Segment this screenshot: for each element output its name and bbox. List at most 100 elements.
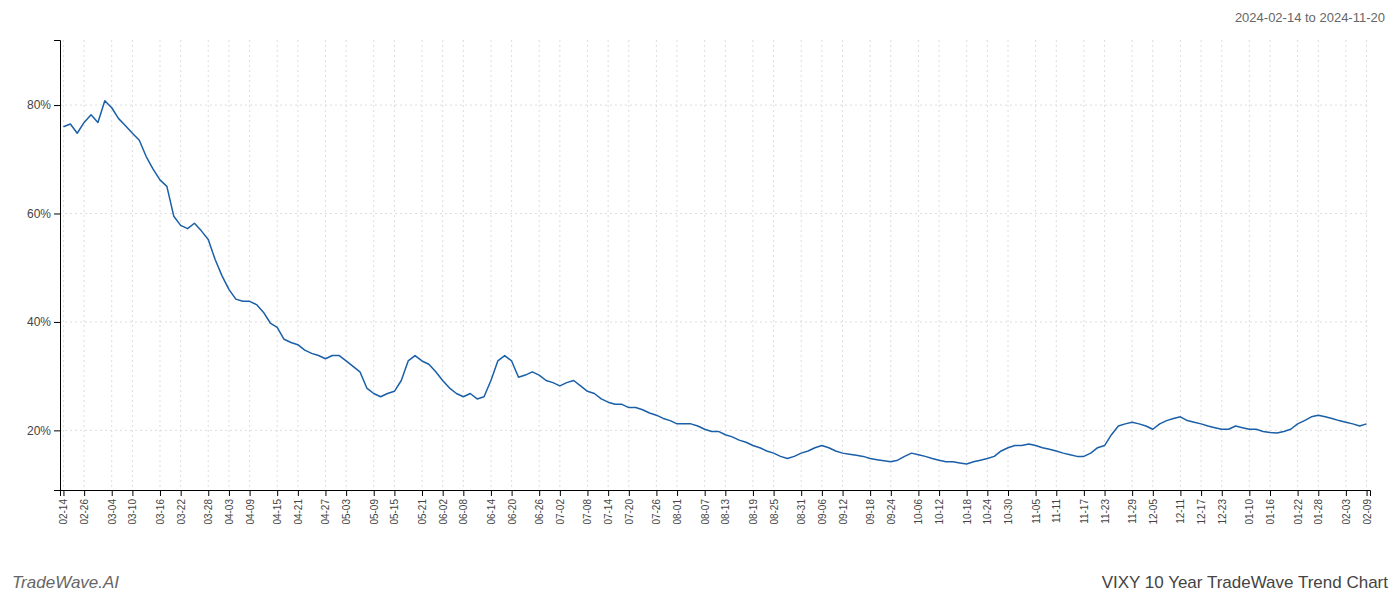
tick-mark bbox=[1346, 490, 1347, 496]
tick-label: 05-09 bbox=[369, 499, 380, 525]
tick-label: 11-23 bbox=[1100, 499, 1111, 524]
grid-line bbox=[159, 40, 160, 490]
grid-line bbox=[1104, 40, 1105, 490]
subtitle: 2024-02-14 to 2024-11-20 bbox=[1235, 10, 1385, 25]
tick: 12-17 bbox=[1196, 490, 1207, 525]
tick-mark bbox=[1201, 490, 1202, 496]
grid-line bbox=[1056, 40, 1057, 490]
tick: 03-22 bbox=[176, 490, 187, 525]
tick-mark bbox=[346, 490, 347, 496]
tick-mark bbox=[463, 490, 464, 496]
tick-label: 12-17 bbox=[1196, 499, 1207, 525]
tick-mark bbox=[967, 490, 968, 496]
tick-label: 01-16 bbox=[1265, 499, 1276, 525]
tick-mark bbox=[939, 490, 940, 496]
tick: 04-27 bbox=[320, 490, 331, 525]
tick-mark bbox=[608, 490, 609, 496]
tick: 12-23 bbox=[1217, 490, 1228, 525]
tick-label: 01-10 bbox=[1244, 499, 1255, 525]
tick-mark bbox=[422, 490, 423, 496]
tick: 09-24 bbox=[886, 490, 897, 525]
tick-mark bbox=[774, 490, 775, 496]
tick-label: 03-04 bbox=[107, 499, 118, 525]
tick: 12-11 bbox=[1175, 490, 1186, 524]
tick: 04-21 bbox=[293, 490, 304, 525]
tick: 02-09 bbox=[1362, 490, 1373, 525]
tick: 05-21 bbox=[417, 490, 428, 525]
grid-line bbox=[1152, 40, 1153, 490]
tick-mark bbox=[753, 490, 754, 496]
tick-label: 80% bbox=[27, 98, 51, 112]
tick-mark bbox=[705, 490, 706, 496]
tick: 03-10 bbox=[127, 490, 138, 525]
tick: 07-20 bbox=[624, 490, 635, 525]
tick: 60% bbox=[27, 207, 60, 221]
tick-mark bbox=[1318, 490, 1319, 496]
tick: 11-23 bbox=[1100, 490, 1111, 524]
plot-area bbox=[63, 101, 1366, 464]
grid-line bbox=[63, 40, 64, 490]
tick-mark bbox=[84, 490, 85, 496]
grid-line bbox=[939, 40, 940, 490]
tick-label: 08-25 bbox=[769, 499, 780, 525]
tick: 02-03 bbox=[1341, 490, 1352, 525]
tick-label: 10-18 bbox=[962, 499, 973, 525]
tick-label: 11-05 bbox=[1031, 499, 1042, 524]
tick: 02-14 bbox=[58, 490, 69, 525]
tick-label: 04-09 bbox=[245, 499, 256, 525]
tick-mark bbox=[1132, 490, 1133, 496]
tick: 04-09 bbox=[245, 490, 256, 525]
tick-mark bbox=[1084, 490, 1085, 496]
grid-line bbox=[628, 40, 629, 490]
tick: 08-07 bbox=[700, 490, 711, 525]
tick-mark bbox=[725, 490, 726, 496]
tick: 06-26 bbox=[534, 490, 545, 525]
tick: 10-24 bbox=[982, 490, 993, 525]
tick: 07-08 bbox=[582, 490, 593, 525]
tick-mark bbox=[54, 213, 60, 214]
tick-label: 02-09 bbox=[1362, 499, 1373, 525]
grid-line bbox=[559, 40, 560, 490]
tick-label: 09-24 bbox=[886, 499, 897, 525]
grid-line bbox=[1366, 40, 1367, 490]
tick: 06-08 bbox=[458, 490, 469, 525]
tick-label: 09-12 bbox=[838, 499, 849, 525]
tick-mark bbox=[181, 490, 182, 496]
tick-mark bbox=[1056, 490, 1057, 496]
grid bbox=[60, 40, 1370, 490]
tick-mark bbox=[112, 490, 113, 496]
axis-line bbox=[61, 491, 1371, 497]
tick-mark bbox=[208, 490, 209, 496]
tick: 08-01 bbox=[672, 490, 683, 525]
tick-label: 05-15 bbox=[389, 499, 400, 525]
tick-label: 07-14 bbox=[603, 499, 614, 525]
grid-line bbox=[842, 40, 843, 490]
grid-line bbox=[373, 40, 374, 490]
tick-mark bbox=[629, 490, 630, 496]
tick: 03-16 bbox=[155, 490, 166, 525]
tick: 80% bbox=[27, 98, 60, 112]
chart: 02-1402-2603-0403-1003-1603-2203-2804-03… bbox=[0, 0, 1400, 600]
grid-line bbox=[84, 40, 85, 490]
tick-mark bbox=[587, 490, 588, 496]
grid-line bbox=[490, 40, 491, 490]
title: VIXY 10 Year TradeWave Trend Chart bbox=[1102, 573, 1389, 592]
grid-line bbox=[249, 40, 250, 490]
grid-line bbox=[1318, 40, 1319, 490]
tick: 09-12 bbox=[838, 490, 849, 525]
tick-mark bbox=[1180, 490, 1181, 496]
tick: 07-14 bbox=[603, 490, 614, 525]
tick-label: 11-17 bbox=[1079, 499, 1090, 524]
tick-label: 40% bbox=[27, 315, 51, 329]
grid-line bbox=[1249, 40, 1250, 490]
tick-label: 10-06 bbox=[913, 499, 924, 525]
grid-line bbox=[228, 40, 229, 490]
tick-label: 12-23 bbox=[1217, 499, 1228, 525]
tick-label: 02-26 bbox=[79, 499, 90, 525]
tick: 07-26 bbox=[651, 490, 662, 525]
tick-mark bbox=[1298, 490, 1299, 496]
tick-label: 11-29 bbox=[1127, 499, 1138, 524]
grid-line bbox=[608, 40, 609, 490]
grid-line bbox=[987, 40, 988, 490]
grid-line bbox=[180, 40, 181, 490]
